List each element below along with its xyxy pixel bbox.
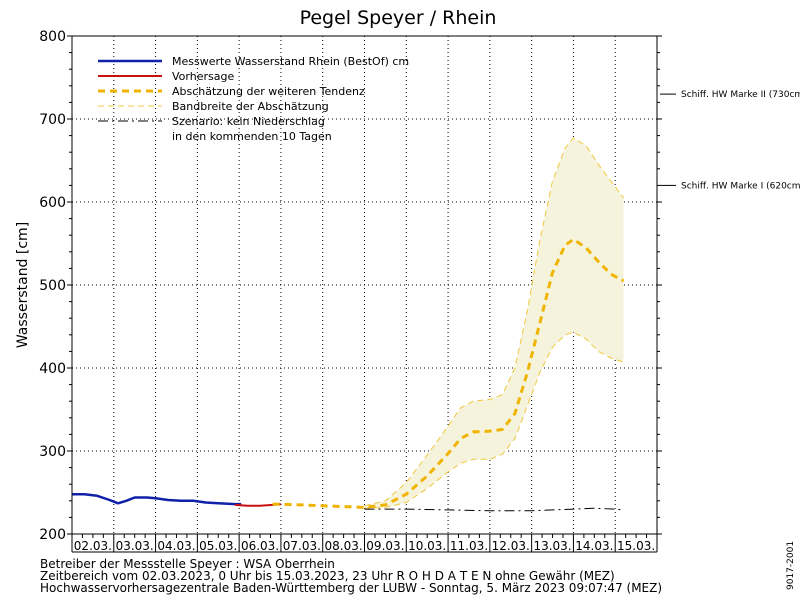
x-tick-label-1: 03.03. [116,539,154,553]
x-tick-label-3: 05.03. [199,539,237,553]
footer-center: Hochwasservorhersagezentrale Baden-Württ… [40,581,662,595]
series-line-tendency [272,237,625,509]
threshold-label-0: Schiff. HW Marke II (730cm) [681,90,800,100]
y-tick-label-6: 800 [39,29,66,45]
x-tick-label-9: 11.03. [450,539,488,553]
legend-label-1: Vorhersage [172,70,234,83]
series-line-scenario [364,507,624,512]
legend: Messwerte Wasserstand Rhein (BestOf) cm V… [98,55,409,143]
footer-range: Zeitbereich vom 02.03.2023, 0 Uhr bis 15… [40,569,615,583]
y-tick-label-4: 600 [39,195,66,211]
series-line-band-upper [364,137,624,507]
x-tick-label-11: 13.03. [533,539,571,553]
legend-label-5: in den kommenden 10 Tagen [172,130,332,143]
legend-label-2: Abschätzung der weiteren Tendenz [172,85,365,98]
legend-label-4: Szenario: kein Niederschlag [172,115,325,128]
y-tick-label-5: 700 [39,112,66,128]
legend-label-0: Messwerte Wasserstand Rhein (BestOf) cm [172,55,409,68]
x-tick-label-7: 09.03. [366,539,404,553]
y-axis-ticks: 200 300 400 500 600 700 800 [39,29,662,543]
footer-operator: Betreiber der Messstelle Speyer : WSA Ob… [40,557,335,571]
x-tick-label-6: 08.03. [325,539,363,553]
band-area [364,138,624,509]
x-axis-ticks: 02.03. 03.03. 04.03. 05.03. 06.03. 07.03. 08.0… [71,534,658,553]
threshold-markers: Schiff. HW Marke II (730cm) Schiff. HW Ma… [660,90,800,191]
y-tick-label-3: 500 [39,278,66,294]
x-tick-label-12: 14.03. [575,539,613,553]
x-tick-label-10: 12.03. [492,539,530,553]
legend-label-3: Bandbreite der Abschätzung [172,100,329,113]
chart-title: Pegel Speyer / Rhein [300,7,497,29]
side-code: 9017-2001 [786,541,796,590]
band-fill [364,138,624,509]
y-tick-label-0: 200 [39,527,66,543]
y-axis-label: Wasserstand [cm] [15,222,31,348]
series-line-band-lower [364,331,624,509]
series-layer [72,137,625,512]
x-tick-label-2: 04.03. [157,539,195,553]
x-tick-label-13: 15.03. [617,539,655,553]
threshold-label-1: Schiff. HW Marke I (620cm) [681,181,800,191]
x-tick-label-0: 02.03. [74,539,112,553]
x-tick-label-5: 07.03. [283,539,321,553]
x-tick-label-8: 10.03. [408,539,446,553]
series-line-measured [72,492,242,506]
x-tick-label-4: 06.03. [241,539,279,553]
y-tick-label-2: 400 [39,361,66,377]
y-tick-label-1: 300 [39,444,66,460]
